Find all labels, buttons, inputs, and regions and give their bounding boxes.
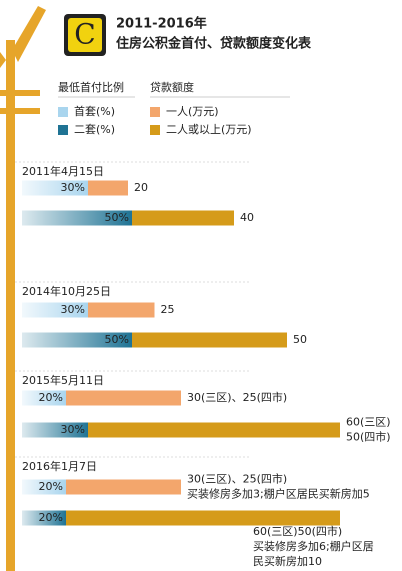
down-payment-label: 20% [39,511,63,524]
period-date: 2016年1月7日 [22,459,97,473]
legend-label: 首套(%) [74,104,115,118]
loan-label: 20 [134,181,148,194]
logo: C [64,14,106,56]
down-payment-label: 30% [61,423,85,436]
loan-label: 25 [161,303,175,316]
loan-label: 50 [293,333,307,346]
period-date: 2011年4月15日 [22,164,104,178]
bar-fade [22,210,132,226]
title-line: 住房公积金首付、贷款额度变化表 [116,36,312,52]
legend-label: 二人或以上(万元) [166,123,252,136]
bar-fade [22,332,132,348]
period-date: 2014年10月25日 [22,284,111,298]
decoration [0,6,46,571]
legend-title: 最低首付比例 [58,80,124,94]
loan-bar [22,422,340,438]
legend-title: 贷款额度 [150,80,194,94]
title-line: 2011-2016年 [116,16,207,32]
down-payment-label: 50% [105,333,129,346]
loan-label: 40 [240,211,254,224]
legend-swatch [58,107,68,117]
down-payment-label: 20% [39,480,63,493]
bar-fade [22,302,88,318]
loan-label: 30(三区)、25(四市) [187,472,287,486]
down-payment-label: 20% [39,391,63,404]
loan-label: 买装修房多加3;棚户区居民买新房加5 [187,487,370,501]
loan-label: 60(三区) [346,416,391,429]
down-payment-label: 30% [61,181,85,194]
logo-letter: C [74,18,95,51]
bar-fade [22,422,88,438]
bar-fade [22,479,66,495]
legend-swatch [150,125,160,135]
legend-swatch [58,125,68,135]
period-date: 2015年5月11日 [22,373,104,387]
loan-bar [22,510,340,526]
loan-label: 30(三区)、25(四市) [187,390,287,404]
loan-label: 50(四市) [346,430,391,444]
bar-fade [22,390,66,406]
loan-label: 60(三区)50(四市) [253,524,342,538]
loan-label: 买装修房多加6;棚户区居 [253,539,374,553]
bar-fade [22,180,88,196]
legend-label: 二套(%) [74,123,115,136]
down-payment-label: 30% [61,303,85,316]
loan-label: 民买新房加10 [253,554,322,568]
bar-fade [22,510,66,526]
down-payment-label: 50% [105,211,129,224]
legend-label: 一人(万元) [166,105,219,118]
legend-swatch [150,107,160,117]
